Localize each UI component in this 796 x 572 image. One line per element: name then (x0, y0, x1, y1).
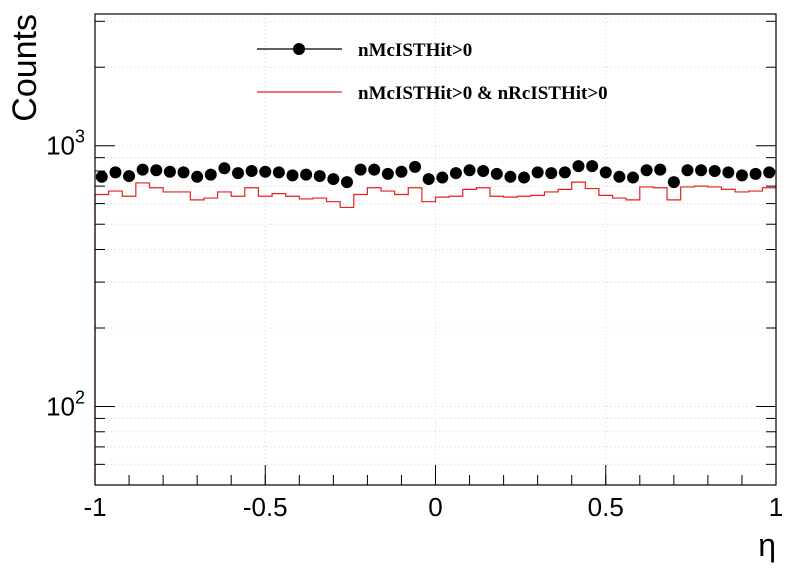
legend-label-mc-rc: nMcISTHit>0 & nRcISTHit>0 (358, 83, 608, 104)
data-point (422, 173, 435, 186)
series-markers (95, 160, 776, 189)
data-point (572, 160, 585, 173)
data-point (232, 167, 245, 180)
data-point (449, 167, 462, 180)
data-point (218, 162, 231, 175)
y-tick-label: 103 (46, 127, 85, 161)
data-point (531, 166, 544, 179)
data-point (163, 165, 176, 178)
data-point (272, 166, 285, 179)
data-point (123, 170, 136, 183)
plot-frame (94, 13, 777, 486)
data-point (586, 160, 599, 173)
series-step-histogram (94, 181, 776, 485)
data-point (667, 176, 680, 189)
data-point (599, 166, 612, 179)
data-point (626, 171, 639, 184)
data-point (95, 170, 108, 183)
data-point (109, 166, 122, 179)
x-axis-title: η (758, 527, 776, 563)
data-point (409, 160, 422, 173)
data-point (436, 171, 449, 184)
data-point (286, 169, 299, 182)
y-axis-title: Counts (6, 14, 44, 122)
x-tick-labels: -1 -0.5 0 0.5 1 (83, 492, 783, 522)
data-point (191, 170, 204, 183)
data-point (150, 164, 163, 177)
x-tick-label: -0.5 (243, 492, 288, 522)
x-tick-label: 0 (428, 492, 442, 522)
data-point (177, 166, 190, 179)
data-point (735, 169, 748, 182)
data-point (259, 165, 272, 178)
data-point (518, 171, 531, 184)
data-point (463, 164, 476, 177)
data-point (613, 170, 626, 183)
data-point (722, 166, 735, 179)
data-point (136, 163, 149, 176)
data-point (504, 170, 517, 183)
data-point (654, 163, 667, 176)
data-point (381, 167, 394, 180)
data-point (695, 164, 708, 177)
x-tick-label: 1 (769, 492, 783, 522)
data-point (490, 167, 503, 180)
legend-marker-dot (293, 43, 305, 55)
data-point (640, 164, 653, 177)
data-point (300, 168, 313, 181)
data-point (558, 166, 571, 179)
data-point (749, 167, 762, 180)
y-tick-label: 102 (46, 388, 85, 422)
data-point (327, 173, 340, 186)
data-point (313, 170, 326, 183)
x-tick-label: 0.5 (588, 492, 624, 522)
data-point (545, 167, 558, 180)
data-point (340, 176, 353, 189)
data-point (763, 166, 776, 179)
data-point (395, 165, 408, 178)
data-point (245, 165, 258, 177)
y-tick-labels: 102 103 (46, 127, 85, 422)
legend-label-mc: nMcISTHit>0 (358, 40, 472, 61)
step-histogram-line (94, 181, 776, 485)
x-tick-label: -1 (83, 492, 106, 522)
data-point (477, 165, 490, 177)
data-point (708, 165, 721, 177)
data-point (368, 163, 381, 176)
data-point (681, 164, 694, 177)
data-point (204, 168, 217, 181)
legend: nMcISTHit>0 nMcISTHit>0 & nRcISTHit>0 (257, 40, 608, 104)
data-point (354, 163, 367, 176)
